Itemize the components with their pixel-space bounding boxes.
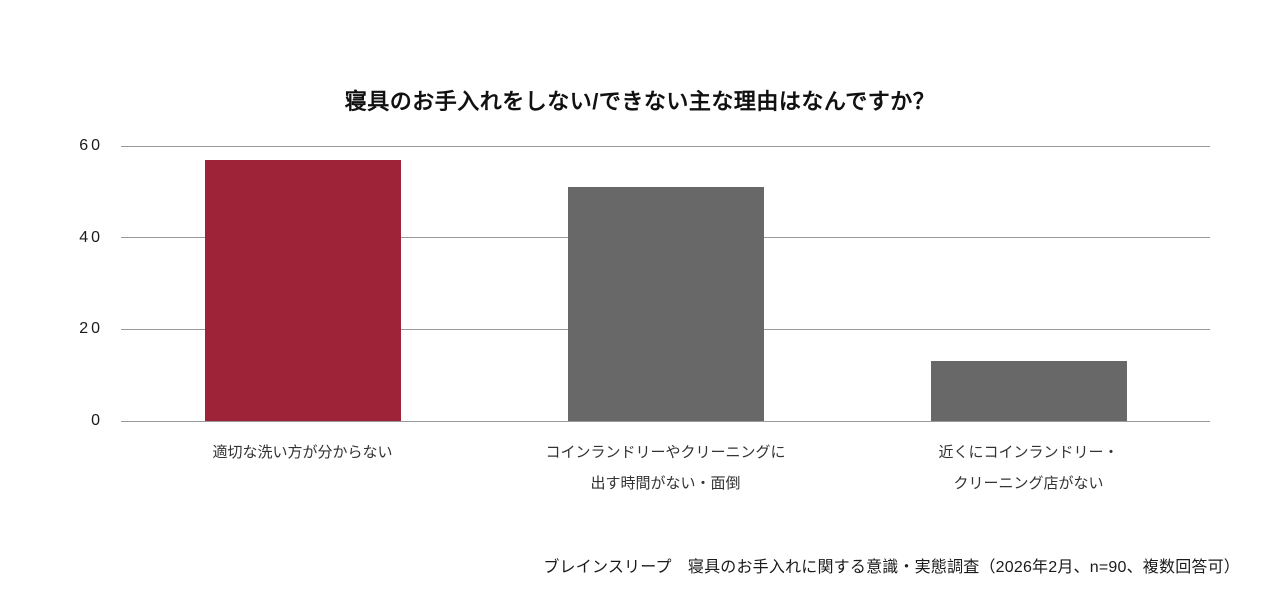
category-label-line: 適切な洗い方が分からない xyxy=(212,444,393,461)
y-axis-tick-label: 60 xyxy=(79,137,103,154)
category-label-line: クリーニング店がない xyxy=(953,475,1104,492)
category-label: コインランドリーやクリーニングに 出す時間がない・面倒 xyxy=(484,437,847,499)
category-label: 適切な洗い方が分からない xyxy=(121,437,484,468)
category-label: 近くにコインランドリー・ クリーニング店がない xyxy=(847,437,1210,499)
plot-area xyxy=(121,145,1210,422)
y-axis-tick-label: 0 xyxy=(91,412,103,429)
source-note: ブレインスリープ 寝具のお手入れに関する意識・実態調査（2026年2月、n=90… xyxy=(543,559,1240,576)
category-label-line: コインランドリーやクリーニングに xyxy=(545,444,786,461)
category-label-line: 出す時間がない・面倒 xyxy=(590,475,741,492)
y-axis-tick-label: 40 xyxy=(79,228,103,246)
category-label-line: 近くにコインランドリー・ xyxy=(938,444,1119,461)
gridline xyxy=(121,420,1210,422)
bar xyxy=(567,187,764,421)
x-axis-labels: 適切な洗い方が分からない コインランドリーやクリーニングに 出す時間がない・面倒 近く… xyxy=(121,437,1210,507)
bar xyxy=(204,159,401,421)
bar xyxy=(930,361,1127,421)
y-axis-tick-label: 20 xyxy=(79,320,103,338)
chart-title: 寝具のお手入れをしない/できない主な理由はなんですか？ xyxy=(344,89,936,114)
gridline xyxy=(121,145,1210,147)
y-axis: 0 20 40 60 xyxy=(0,137,103,429)
